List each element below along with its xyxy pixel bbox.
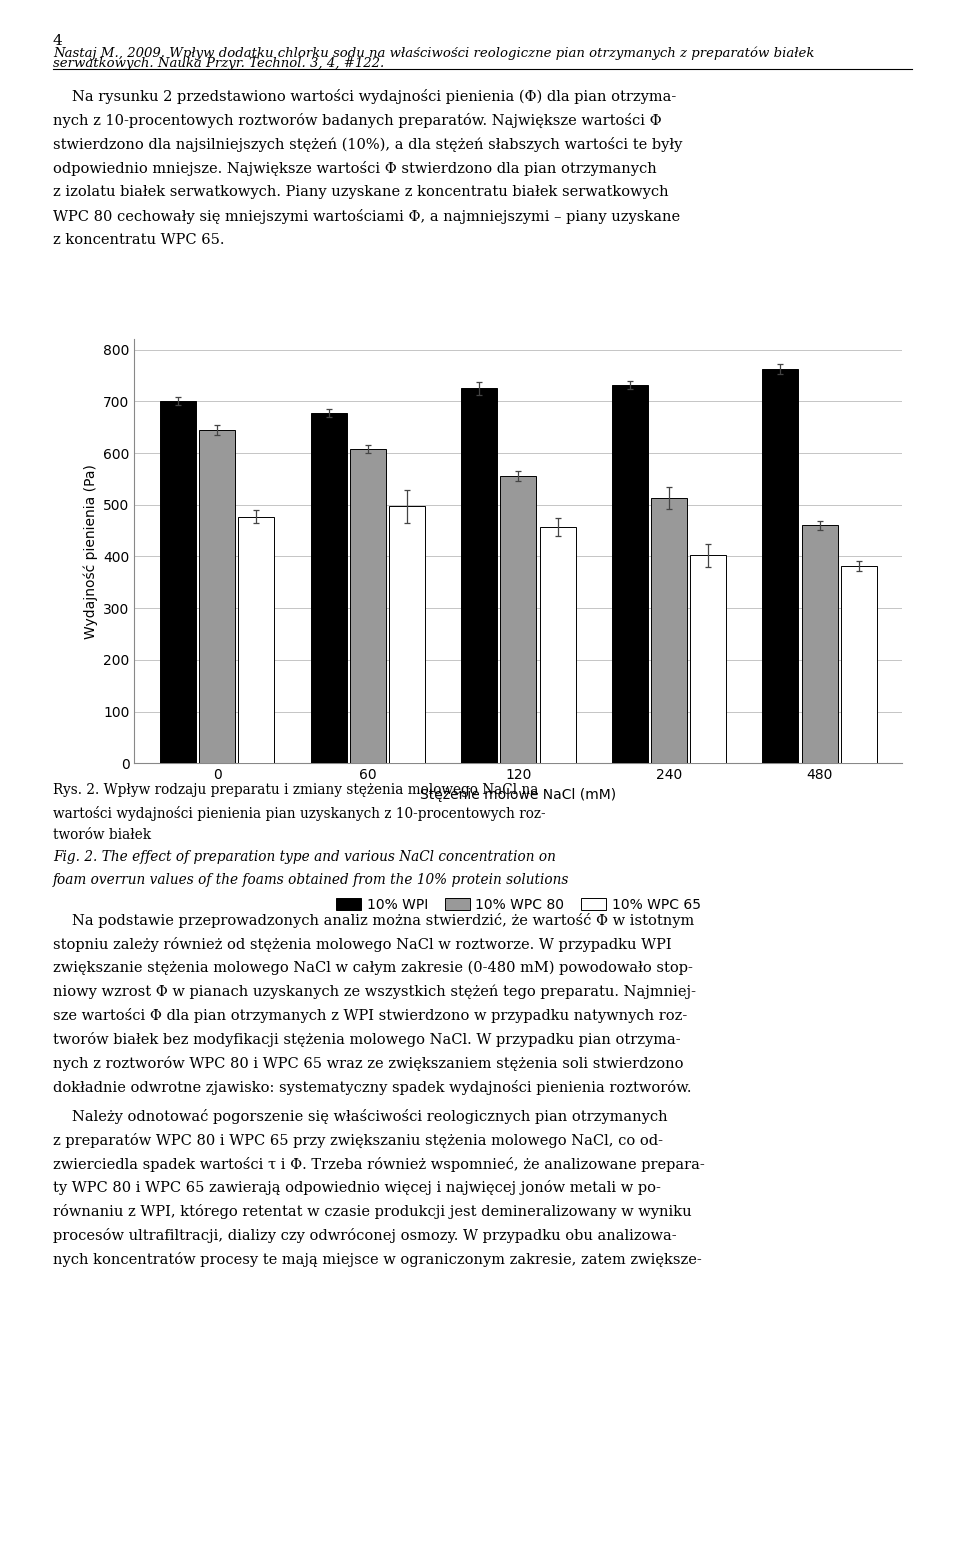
Y-axis label: Wydajność pienienia (Pa): Wydajność pienienia (Pa) [84,464,98,638]
Bar [690,555,726,763]
Bar [311,413,347,763]
Text: serwatkowych. Nauka Przyr. Technol. 3, 4, #122.: serwatkowych. Nauka Przyr. Technol. 3, 4… [53,57,384,69]
Text: ty WPC 80 i WPC 65 zawierają odpowiednio więcej i najwięcej jonów metali w po-: ty WPC 80 i WPC 65 zawierają odpowiednio… [53,1181,660,1195]
Text: stopniu zależy również od stężenia molowego NaCl w roztworze. W przypadku WPI: stopniu zależy również od stężenia molow… [53,938,671,951]
Text: z koncentratu WPC 65.: z koncentratu WPC 65. [53,233,225,247]
Bar [802,526,837,763]
Text: Fig. 2. The effect of preparation type and various NaCl concentration on: Fig. 2. The effect of preparation type a… [53,851,556,865]
Text: stwierdzono dla najsilniejszych stężeń (10%), a dla stężeń słabszych wartości te: stwierdzono dla najsilniejszych stężeń (… [53,137,683,153]
X-axis label: Stężenie molowe NaCl (mM): Stężenie molowe NaCl (mM) [420,788,616,802]
Bar [841,566,876,763]
Bar [612,386,648,763]
Bar [200,430,235,763]
Text: nych koncentratów procesy te mają miejsce w ograniczonym zakresie, zatem zwiększ: nych koncentratów procesy te mają miejsc… [53,1252,702,1268]
Text: nych z roztworów WPC 80 i WPC 65 wraz ze zwiększaniem stężenia soli stwierdzono: nych z roztworów WPC 80 i WPC 65 wraz ze… [53,1056,684,1072]
Bar [238,517,275,763]
Bar [500,476,537,763]
Text: Na rysunku 2 przedstawiono wartości wydajności pienienia (Φ) dla pian otrzyma-: Na rysunku 2 przedstawiono wartości wyda… [72,89,676,105]
Text: sze wartości Φ dla pian otrzymanych z WPI stwierdzono w przypadku natywnych roz-: sze wartości Φ dla pian otrzymanych z WP… [53,1008,687,1024]
Text: WPC 80 cechowały się mniejszymi wartościami Φ, a najmniejszymi – piany uzyskane: WPC 80 cechowały się mniejszymi wartości… [53,210,680,224]
Legend: 10% WPI, 10% WPC 80, 10% WPC 65: 10% WPI, 10% WPC 80, 10% WPC 65 [330,893,707,917]
Text: zwiększanie stężenia molowego NaCl w całym zakresie (0-480 mM) powodowało stop-: zwiększanie stężenia molowego NaCl w cał… [53,961,693,975]
Text: zwierciedla spadek wartości τ i Φ. Trzeba również wspomnieć, że analizowane prep: zwierciedla spadek wartości τ i Φ. Trzeb… [53,1156,705,1172]
Bar [762,369,799,763]
Text: z izolatu białek serwatkowych. Piany uzyskane z koncentratu białek serwatkowych: z izolatu białek serwatkowych. Piany uzy… [53,185,668,199]
Text: dokładnie odwrotne zjawisko: systematyczny spadek wydajności pienienia roztworów: dokładnie odwrotne zjawisko: systematycz… [53,1079,691,1095]
Text: Należy odnotować pogorszenie się właściwości reologicznych pian otrzymanych: Należy odnotować pogorszenie się właściw… [72,1109,667,1124]
Text: tworów białek bez modyfikacji stężenia molowego NaCl. W przypadku pian otrzyma-: tworów białek bez modyfikacji stężenia m… [53,1033,681,1047]
Text: Rys. 2. Wpływ rodzaju preparatu i zmiany stężenia molowego NaCl na: Rys. 2. Wpływ rodzaju preparatu i zmiany… [53,783,539,797]
Text: wartości wydajności pienienia pian uzyskanych z 10-procentowych roz-: wartości wydajności pienienia pian uzysk… [53,806,545,820]
Bar [461,389,497,763]
Text: procesów ultrafiltracji, dializy czy odwróconej osmozy. W przypadku obu analizow: procesów ultrafiltracji, dializy czy odw… [53,1227,677,1243]
Text: Na podstawie przeprowadzonych analiz można stwierdzić, że wartość Φ w istotnym: Na podstawie przeprowadzonych analiz moż… [72,913,694,928]
Text: Nastaj M., 2009. Wpływ dodatku chlorku sodu na właściwości reologiczne pian otrz: Nastaj M., 2009. Wpływ dodatku chlorku s… [53,46,814,60]
Bar [651,498,687,763]
Bar [160,401,196,763]
Text: foam overrun values of the foams obtained from the 10% protein solutions: foam overrun values of the foams obtaine… [53,873,569,887]
Text: odpowiednio mniejsze. Największe wartości Φ stwierdzono dla pian otrzymanych: odpowiednio mniejsze. Największe wartośc… [53,162,657,176]
Text: 4: 4 [53,34,62,48]
Text: równaniu z WPI, którego retentat w czasie produkcji jest demineralizowany w wyni: równaniu z WPI, którego retentat w czasi… [53,1204,691,1220]
Bar [349,449,386,763]
Text: niowy wzrost Φ w pianach uzyskanych ze wszystkich stężeń tego preparatu. Najmnie: niowy wzrost Φ w pianach uzyskanych ze w… [53,985,696,999]
Text: nych z 10-procentowych roztworów badanych preparatów. Największe wartości Φ: nych z 10-procentowych roztworów badanyc… [53,114,661,128]
Bar [389,506,425,763]
Bar [540,527,576,763]
Text: z preparatów WPC 80 i WPC 65 przy zwiększaniu stężenia molowego NaCl, co od-: z preparatów WPC 80 i WPC 65 przy zwięks… [53,1132,662,1147]
Text: tworów białek: tworów białek [53,828,151,842]
